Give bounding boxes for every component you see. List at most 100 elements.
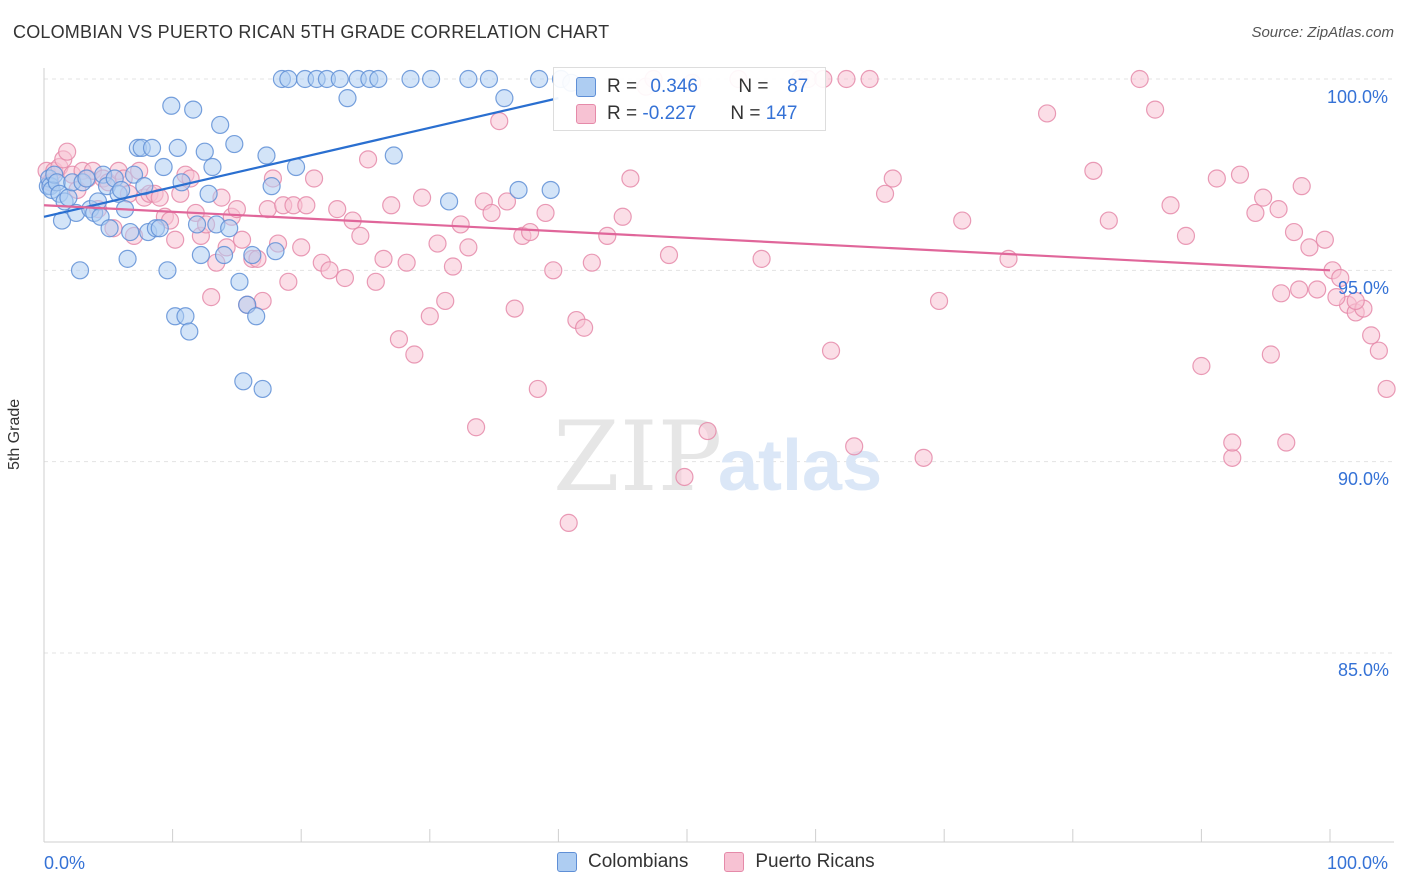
data-point	[953, 211, 972, 230]
data-point	[1161, 196, 1180, 215]
axes	[43, 68, 1394, 843]
data-point	[389, 330, 409, 349]
data-point	[59, 188, 78, 207]
data-point	[698, 421, 717, 441]
colombians-points	[38, 69, 581, 399]
data-point	[914, 448, 933, 467]
puerto-ricans-n-value: 147	[765, 103, 798, 124]
data-point	[1146, 100, 1165, 119]
data-point	[366, 272, 385, 291]
data-point	[659, 245, 679, 265]
data-point	[883, 169, 902, 188]
data-point	[257, 146, 276, 165]
data-point	[439, 192, 459, 211]
data-point	[401, 69, 420, 89]
data-point	[247, 307, 266, 326]
data-point	[505, 299, 524, 318]
y-tick-label-85: 85.0%	[1338, 660, 1390, 680]
data-point	[559, 513, 578, 532]
data-point	[436, 291, 455, 311]
data-point	[358, 150, 378, 169]
data-point	[1084, 161, 1103, 180]
data-point	[536, 203, 555, 223]
colombians-n-label: N =	[738, 76, 769, 97]
series-legend: Colombians Puerto Ricans	[557, 851, 911, 873]
data-point	[234, 372, 253, 391]
data-point	[495, 89, 514, 108]
x-tick-label-min: 0.0%	[44, 853, 86, 873]
data-point	[466, 418, 486, 437]
data-point	[58, 142, 77, 161]
data-point	[1377, 379, 1396, 399]
data-point	[266, 242, 285, 261]
data-point	[211, 115, 230, 135]
data-point	[243, 245, 262, 265]
data-point	[172, 173, 191, 192]
data-point	[521, 222, 540, 242]
data-point	[1223, 433, 1242, 452]
data-point	[258, 200, 277, 219]
data-point	[202, 288, 221, 307]
colombians-r-value: 0.346	[650, 76, 698, 97]
data-point	[214, 245, 234, 265]
data-point	[421, 69, 441, 89]
y-tick-label-100: 100.0%	[1327, 87, 1389, 107]
y-tick-label-90: 90.0%	[1338, 469, 1390, 489]
data-point	[541, 180, 560, 200]
data-point	[929, 291, 949, 311]
data-point	[184, 100, 203, 119]
puerto-ricans-legend-swatch	[724, 852, 745, 872]
data-point	[621, 169, 640, 188]
data-point	[752, 249, 771, 268]
data-point	[180, 322, 199, 341]
watermark: ZIP atlas	[553, 401, 882, 513]
legend-item-puerto-ricans[interactable]: Puerto Ricans	[724, 851, 875, 873]
data-point	[320, 261, 339, 280]
data-point	[1254, 188, 1273, 207]
legend-row-colombians: R = 0.346 N = 87	[576, 74, 808, 100]
data-point	[459, 69, 478, 89]
data-point	[351, 226, 370, 245]
puerto-ricans-r-value: -0.227	[642, 103, 697, 124]
data-point	[1315, 230, 1334, 249]
data-point	[297, 196, 316, 215]
data-point	[70, 261, 90, 280]
data-point	[1223, 448, 1242, 467]
data-point	[490, 111, 509, 131]
data-point	[154, 157, 173, 177]
data-point	[187, 215, 207, 234]
data-point	[1300, 238, 1319, 257]
data-point	[479, 69, 499, 89]
data-point	[100, 219, 119, 238]
data-point	[369, 69, 388, 89]
data-point	[575, 318, 594, 337]
data-point	[142, 138, 162, 157]
data-point	[1290, 280, 1309, 299]
data-point	[482, 203, 501, 223]
data-point	[675, 467, 694, 487]
colombians-legend-label: Colombians	[588, 851, 689, 872]
colombians-r-label: R =	[607, 76, 638, 97]
data-point	[168, 138, 187, 157]
colombians-swatch	[576, 77, 596, 97]
data-point	[509, 180, 528, 200]
data-point	[1362, 326, 1381, 345]
data-point	[176, 307, 195, 326]
data-point	[199, 184, 218, 203]
data-point	[121, 222, 140, 242]
data-point	[262, 177, 281, 196]
stats-legend: R = 0.346 N = 87 R = -0.227 N = 147	[553, 67, 826, 131]
data-point	[1192, 356, 1211, 376]
data-point	[497, 192, 517, 211]
data-point	[203, 157, 222, 177]
data-point	[304, 169, 324, 188]
data-point	[338, 89, 357, 108]
data-point	[124, 165, 144, 184]
data-point	[420, 307, 439, 326]
data-point	[292, 238, 311, 257]
legend-item-colombians[interactable]: Colombians	[557, 851, 688, 873]
colombians-trend-line	[43, 97, 559, 218]
puerto-ricans-r-label: R =	[607, 103, 638, 124]
y-tick-label-95: 95.0%	[1338, 278, 1390, 298]
